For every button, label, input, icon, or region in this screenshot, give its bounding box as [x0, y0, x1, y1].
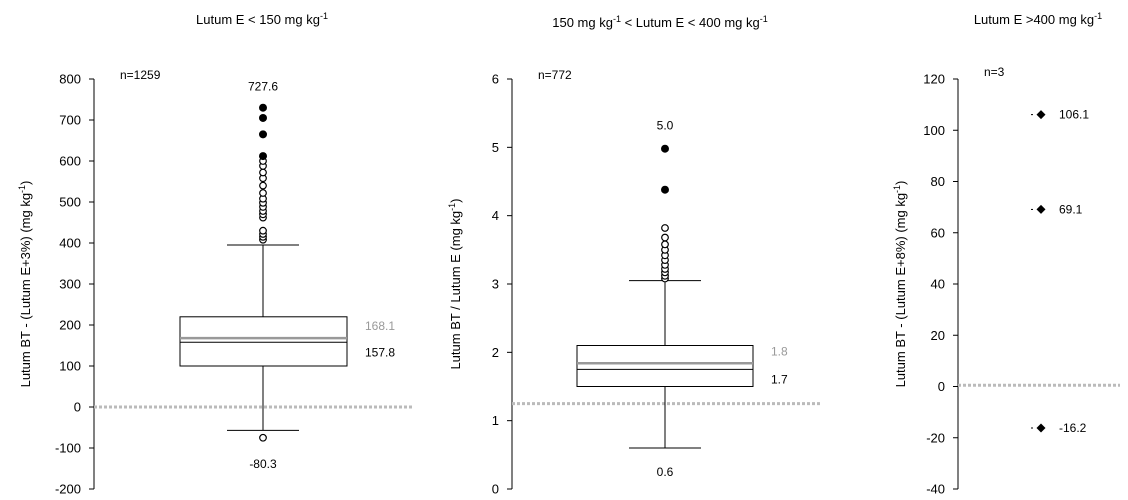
outlier-extreme	[259, 103, 267, 112]
y-tick-label: 100	[923, 123, 945, 138]
outlier-open	[661, 240, 669, 249]
data-label: 1.7	[771, 372, 788, 386]
data-point	[1036, 204, 1046, 214]
chart-title: 150 mg kg-1 < Lutum E < 400 mg kg-1	[552, 14, 767, 30]
panel-lutum-over-400: Lutum E >400 mg kg-1 Lutum BT - (Lutum E+…	[892, 11, 1120, 497]
outlier-extreme	[661, 185, 669, 194]
y-tick-label: 80	[931, 174, 945, 189]
y-tick-label: 100	[59, 359, 81, 374]
y-axis-label: Lutum BT - (Lutum E+3%) (mg kg-1)	[17, 181, 33, 388]
iqr-box	[179, 316, 348, 367]
sample-size-label: n=3	[984, 65, 1005, 79]
y-tick-label: 1	[492, 413, 499, 428]
data-label: 69.1	[1059, 202, 1083, 216]
y-tick-label: 0	[938, 379, 945, 394]
y-tick-label: -100	[55, 441, 81, 456]
y-tick-label: 4	[492, 208, 499, 223]
chart-title: Lutum E >400 mg kg-1	[974, 11, 1102, 27]
data-label: -80.3	[249, 457, 277, 471]
data-label: -16.2	[1059, 421, 1087, 435]
outlier-open	[661, 233, 669, 242]
y-tick-label: 0	[492, 482, 499, 497]
y-tick-label: 600	[59, 154, 81, 169]
outlier-open	[259, 433, 267, 442]
panel-lutum-150-400: 150 mg kg-1 < Lutum E < 400 mg kg-1 Lutum…	[447, 14, 820, 497]
data-label: 157.8	[365, 345, 395, 359]
outlier-open	[259, 181, 267, 190]
data-label: 168.1	[365, 319, 395, 333]
y-tick-label: 3	[492, 277, 499, 292]
data-label: 1.8	[771, 344, 788, 358]
chart-title: Lutum E < 150 mg kg-1	[196, 11, 328, 27]
y-tick-label: 500	[59, 195, 81, 210]
data-label: 0.6	[657, 465, 674, 479]
y-tick-label: 120	[923, 72, 945, 87]
data-label: 5.0	[657, 118, 674, 132]
outlier-open	[661, 224, 669, 232]
panel-lutum-under-150: Lutum E < 150 mg kg-1 Lutum BT - (Lutum E…	[17, 11, 412, 497]
y-axis-label: Lutum BT - (Lutum E+8%) (mg kg-1)	[892, 181, 908, 388]
y-tick-label: -200	[55, 482, 81, 497]
sample-size-label: n=1259	[120, 68, 161, 82]
data-point	[1036, 423, 1046, 433]
y-tick-label: 0	[74, 400, 81, 415]
y-tick-label: 40	[931, 277, 945, 292]
y-tick-label: 200	[59, 318, 81, 333]
y-tick-label: -40	[926, 482, 945, 497]
outlier-open	[259, 226, 267, 235]
y-tick-label: 60	[931, 225, 945, 240]
sample-size-label: n=772	[538, 68, 572, 82]
y-tick-label: 300	[59, 277, 81, 292]
y-tick-label: 800	[59, 72, 81, 87]
y-axis-label: Lutum BT / Lutum E (mg kg-1)	[447, 198, 463, 369]
outlier-open	[259, 189, 267, 197]
outlier-extreme	[259, 130, 267, 139]
outlier-extreme	[259, 152, 267, 161]
y-tick-label: -20	[926, 430, 945, 445]
outlier-extreme	[661, 144, 669, 153]
y-tick-label: 20	[931, 328, 945, 343]
iqr-box	[576, 345, 754, 387]
data-label: 106.1	[1059, 108, 1089, 122]
outlier-extreme	[259, 113, 267, 122]
y-tick-label: 5	[492, 140, 499, 155]
y-tick-label: 6	[492, 72, 499, 87]
y-tick-label: 2	[492, 345, 499, 360]
y-tick-label: 400	[59, 236, 81, 251]
outlier-open	[259, 168, 267, 177]
data-label: 727.6	[248, 80, 278, 94]
y-tick-label: 700	[59, 113, 81, 128]
data-point	[1036, 110, 1046, 120]
